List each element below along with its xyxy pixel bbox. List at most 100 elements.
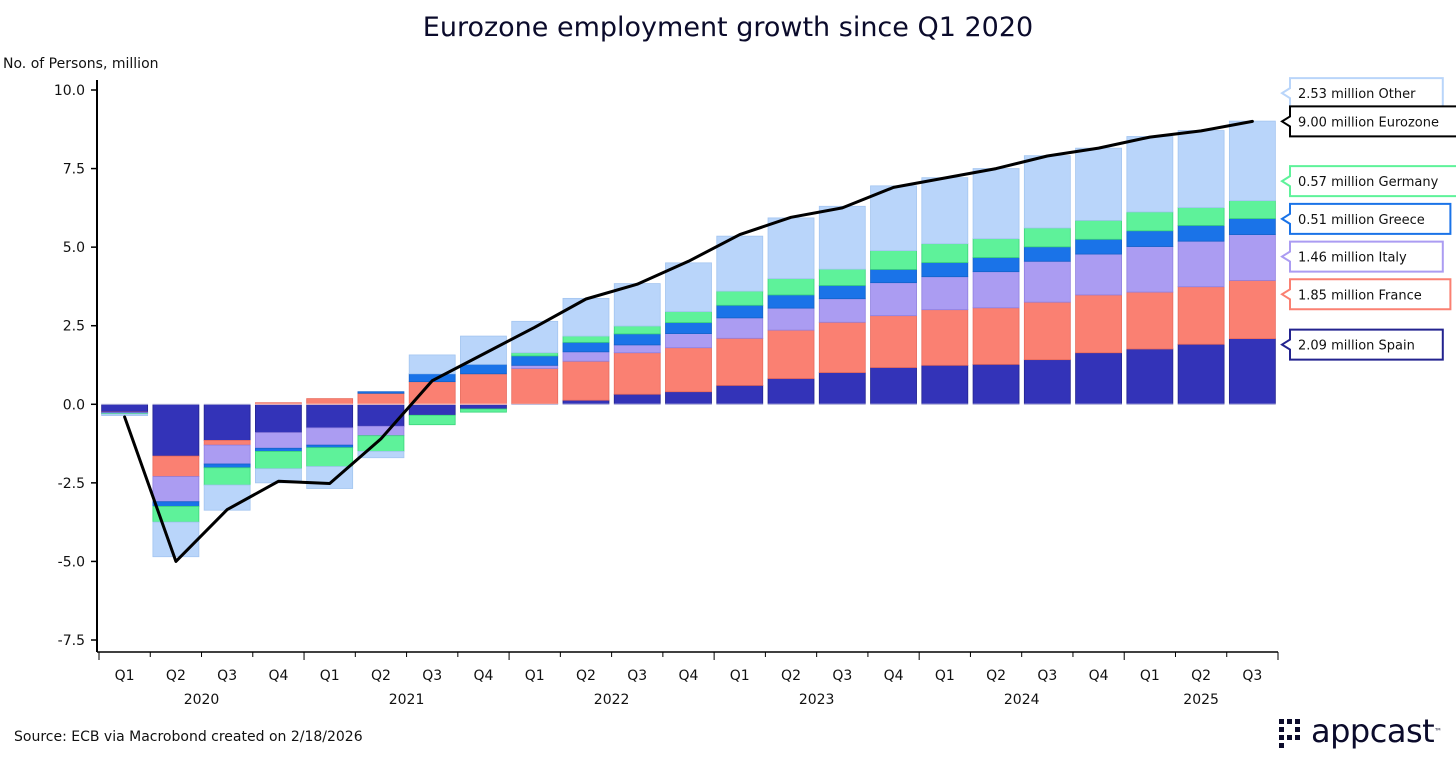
bar-italy-11	[665, 333, 712, 349]
bar-france-20	[1126, 291, 1174, 350]
source-note: Source: ECB via Macrobond created on 2/1…	[14, 729, 363, 745]
x-tick-label: Q4	[679, 668, 699, 684]
bar-other-9	[562, 297, 610, 337]
bar-other-13	[767, 217, 815, 279]
bar-france-13	[767, 329, 815, 379]
bar-spain-11	[665, 391, 712, 405]
brand-name: appcast	[1311, 712, 1435, 750]
bar-greece-3	[255, 447, 302, 452]
x-tick-label: Q3	[217, 668, 237, 684]
bar-other-7	[460, 335, 507, 365]
x-tick-label: Q3	[1242, 668, 1262, 684]
x-year-label: 2021	[389, 692, 425, 708]
bar-italy-20	[1126, 246, 1174, 293]
bar-greece-13	[767, 294, 815, 309]
x-tick-label: Q3	[627, 668, 647, 684]
bar-france-16	[921, 309, 969, 366]
bar-other-22	[1228, 120, 1276, 202]
end-label-greece: 0.51 million Greece	[1280, 202, 1452, 235]
bar-italy-18	[1023, 260, 1071, 303]
end-label-eurozone: 9.00 million Eurozone	[1280, 105, 1456, 138]
eurozone-point-10	[636, 283, 639, 286]
bar-greece-21	[1177, 225, 1225, 242]
y-tick-label: -7.5	[58, 633, 85, 649]
bar-other-17	[972, 168, 1020, 240]
bar-other-15	[870, 185, 917, 252]
bar-greece-18	[1023, 246, 1071, 262]
bar-other-5	[357, 451, 405, 459]
eurozone-point-20	[1149, 136, 1151, 138]
bar-greece-19	[1075, 238, 1122, 255]
bar-italy-21	[1177, 240, 1225, 288]
bar-other-10	[613, 283, 661, 327]
bar-other-19	[1075, 147, 1122, 221]
bar-other-1	[152, 521, 200, 558]
bar-italy-3	[255, 432, 302, 449]
eurozone-point-6	[431, 379, 433, 382]
x-tick-label: Q3	[832, 668, 852, 684]
eurozone-point-0	[123, 416, 126, 418]
x-year-label: 2023	[799, 692, 835, 708]
bar-other-20	[1126, 136, 1174, 213]
bar-italy-5	[357, 425, 405, 437]
eurozone-point-17	[995, 167, 997, 170]
bar-italy-12	[716, 317, 764, 339]
end-label-box	[1280, 202, 1452, 235]
end-label-other: 2.53 million Other	[1280, 77, 1444, 110]
bar-other-6	[408, 354, 456, 375]
bar-germany-3	[255, 451, 302, 470]
bar-france-18	[1023, 301, 1071, 361]
bar-greece-15	[870, 269, 917, 284]
y-axis: 10.0 7.5 5.0 2.5 0.0 -2.5 -5.0 -7.5	[54, 80, 98, 652]
bar-greece-1	[152, 501, 200, 507]
bar-greece-9	[562, 341, 610, 353]
end-label-text: 2.53 million Other	[1298, 87, 1416, 102]
x-tick-label: Q1	[730, 668, 750, 684]
end-label-italy: 1.46 million Italy	[1280, 240, 1444, 273]
bar-other-11	[665, 262, 712, 312]
bar-other-0	[101, 413, 149, 416]
eurozone-point-21	[1200, 130, 1202, 132]
bar-italy-13	[767, 307, 815, 331]
end-label-text: 2.09 million Spain	[1298, 339, 1415, 354]
end-label-text: 1.46 million Italy	[1298, 251, 1407, 266]
bar-france-7	[460, 373, 507, 405]
bar-spain-6	[408, 403, 456, 416]
eurozone-point-14	[841, 207, 844, 209]
end-label-box	[1280, 240, 1444, 273]
eurozone-point-15	[892, 186, 895, 189]
x-tick-label: Q4	[884, 668, 904, 684]
bar-spain-7	[460, 403, 507, 410]
bar-spain-19	[1075, 352, 1122, 405]
eurozone-point-3	[277, 480, 280, 483]
eurozone-point-12	[738, 233, 741, 236]
x-tick-label: Q3	[1037, 668, 1057, 684]
bar-greece-7	[460, 363, 507, 375]
end-label-box	[1280, 105, 1456, 138]
bar-germany-20	[1126, 211, 1174, 232]
bar-italy-9	[562, 351, 610, 362]
bar-spain-18	[1023, 359, 1071, 405]
end-label-spain: 2.09 million Spain	[1280, 328, 1444, 361]
eurozone-point-18	[1046, 155, 1049, 157]
bar-germany-11	[665, 311, 712, 323]
bar-other-18	[1023, 155, 1071, 229]
bar-greece-20	[1126, 230, 1174, 247]
bar-germany-14	[818, 268, 866, 286]
bar-germany-7	[460, 408, 507, 413]
bar-italy-10	[613, 344, 661, 354]
bar-spain-13	[767, 378, 815, 405]
end-label-text: 1.85 million France	[1298, 288, 1422, 303]
y-tick-label: -5.0	[58, 554, 85, 570]
eurozone-point-16	[944, 177, 946, 179]
x-tick-label: Q2	[166, 668, 186, 684]
end-label-germany: 0.57 million Germany	[1280, 165, 1456, 198]
bar-france-11	[665, 347, 712, 393]
bar-germany-19	[1075, 220, 1122, 240]
eurozone-point-13	[790, 216, 792, 219]
bar-spain-1	[152, 403, 200, 457]
bar-germany-22	[1228, 200, 1276, 219]
end-label-box	[1280, 165, 1456, 198]
bar-greece-12	[716, 304, 764, 319]
